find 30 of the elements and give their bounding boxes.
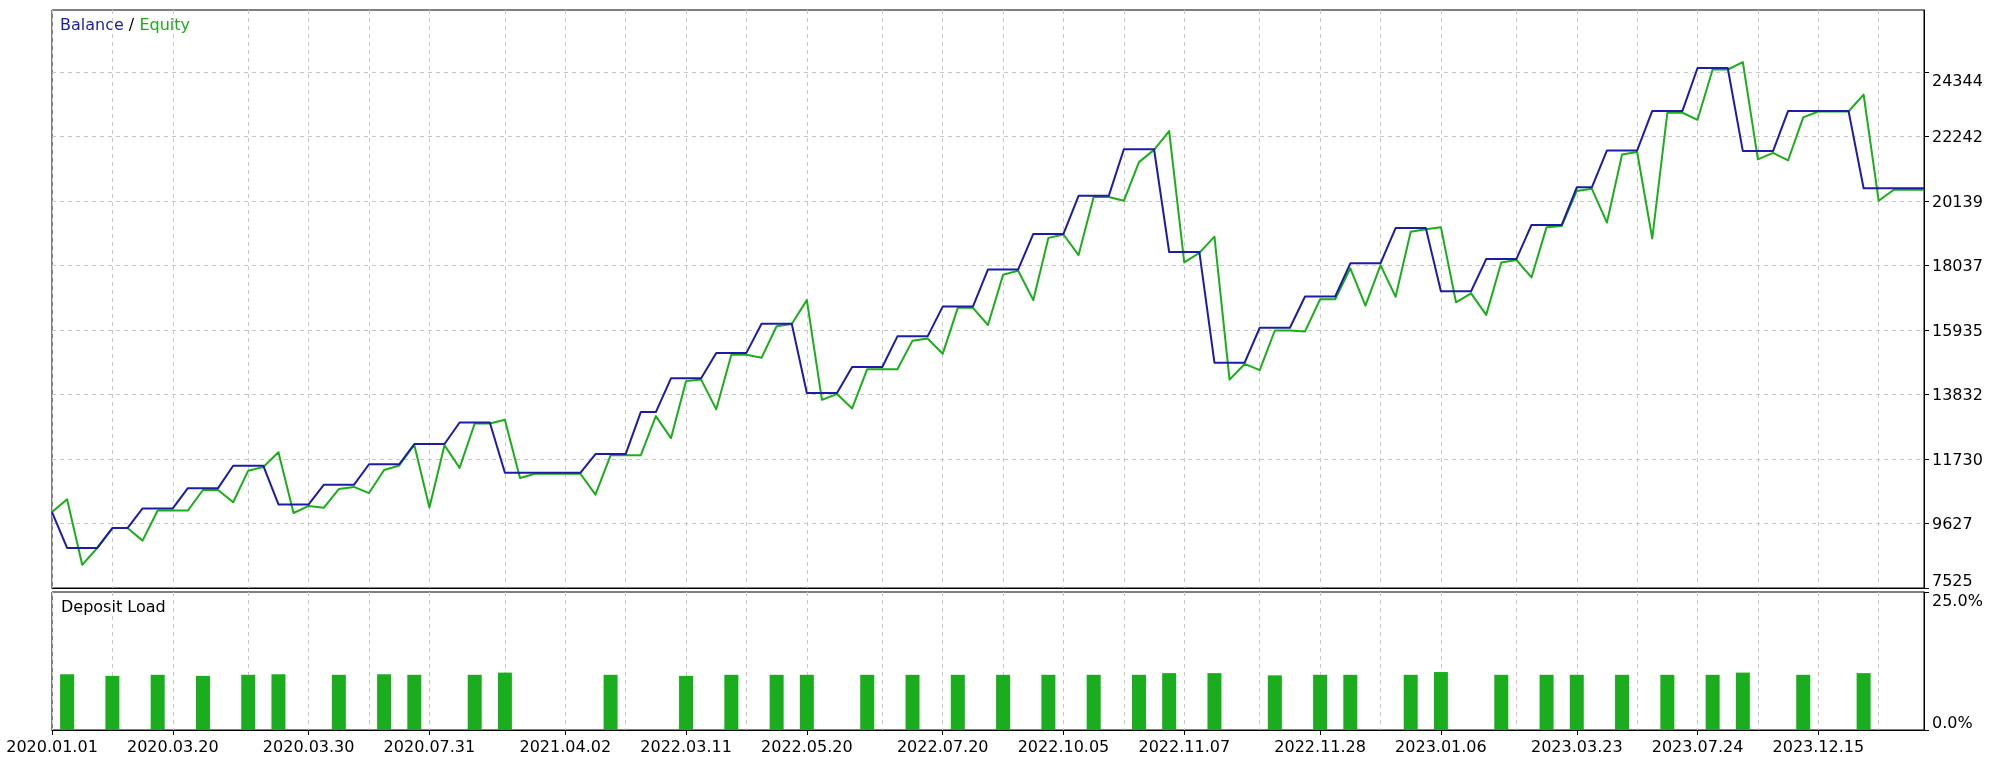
x-tick-label: 2020.01.01	[6, 736, 98, 756]
y-tick-label: 20139	[1932, 191, 1983, 211]
y-tick-label: 22242	[1932, 127, 1983, 147]
x-tick-label: 2020.03.30	[262, 736, 355, 756]
x-tick-label: 2022.11.28	[1274, 736, 1366, 756]
x-tick-label: 2023.07.24	[1651, 736, 1744, 756]
y-tick-label: 24344	[1932, 70, 1983, 90]
x-tick-label: 2021.04.02	[519, 736, 612, 756]
y-tick-label: 7525	[1932, 570, 1973, 590]
x-tick-label: 2020.03.20	[126, 736, 219, 756]
y-tick-label: 11730	[1932, 449, 1983, 469]
x-tick-label: 2022.11.07	[1138, 736, 1231, 756]
x-tick-label: 2022.07.20	[896, 736, 989, 756]
text: Equity	[139, 14, 190, 34]
y-tick-label: 15935	[1932, 320, 1983, 340]
x-tick-label: 2022.10.05	[1017, 736, 1110, 756]
chart-title: Deposit Load	[61, 596, 166, 616]
x-tick-label: 2020.07.31	[383, 736, 476, 756]
y-tick-label: 18037	[1932, 256, 1983, 276]
x-tick-label: 2023.01.06	[1395, 736, 1487, 756]
x-tick-label: 2022.03.11	[640, 736, 732, 756]
y-tick-label: 9627	[1932, 514, 1973, 534]
text: Balance	[60, 14, 124, 34]
y-tick-label: 25.0%	[1932, 590, 1983, 610]
y-tick-label: 0.0%	[1932, 712, 1973, 732]
y-tick-label: 13832	[1932, 385, 1983, 405]
annotation: /	[128, 14, 135, 34]
x-tick-label: 2023.03.23	[1530, 736, 1623, 756]
x-tick-label: 2022.05.20	[761, 736, 853, 756]
x-tick-label: 2023.12.15	[1772, 736, 1865, 756]
